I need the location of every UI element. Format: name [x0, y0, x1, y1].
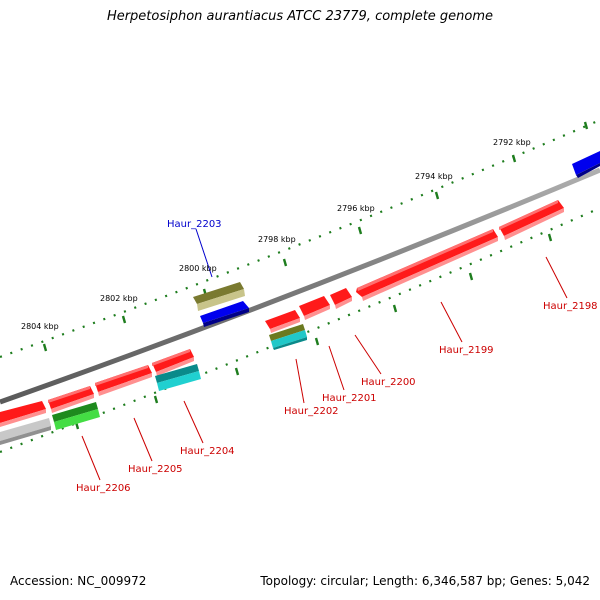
gene-haur-2205[interactable]	[95, 365, 152, 396]
genome-summary-text: Topology: circular; Length: 6,346,587 bp…	[260, 574, 590, 588]
gene-left-edge[interactable]	[0, 401, 46, 427]
feature-gray	[0, 418, 51, 445]
gene-haur-2198[interactable]	[499, 200, 564, 240]
scale-label-2792: 2792 kbp	[493, 138, 531, 147]
feature-green	[52, 402, 100, 430]
gene-haur-2204[interactable]	[152, 349, 194, 376]
gene-label-haur-2200: Haur_2200	[361, 377, 416, 388]
scale-labels: 2792 kbp 2794 kbp 2796 kbp 2798 kbp 2800…	[21, 138, 531, 331]
scale-label-2794: 2794 kbp	[415, 172, 453, 181]
feature-cyan	[155, 364, 201, 391]
gene-label-haur-2198: Haur_2198	[543, 301, 598, 312]
gene-label-haur-2206: Haur_2206	[76, 483, 131, 494]
scale-label-2804: 2804 kbp	[21, 322, 59, 331]
gene-label-haur-2203: Haur_2203	[167, 219, 222, 230]
inner-major-ticks	[74, 233, 553, 430]
gene-label-haur-2199: Haur_2199	[439, 345, 494, 356]
outer-major-ticks	[42, 121, 589, 352]
gene-haur-2199[interactable]	[356, 229, 498, 301]
blue-feature-top-right	[572, 151, 600, 178]
gene-label-haur-2201: Haur_2201	[322, 393, 377, 404]
callout-lines	[81, 228, 568, 481]
outer-tick-ring	[0, 118, 600, 359]
accession-text: Accession: NC_009972	[10, 574, 147, 588]
scale-label-2798: 2798 kbp	[258, 235, 296, 244]
scale-label-2800: 2800 kbp	[179, 264, 217, 273]
feature-cyan-small	[271, 330, 307, 350]
gene-haur-2200[interactable]	[330, 288, 352, 309]
gene-haur-2201[interactable]	[299, 296, 330, 320]
gene-haur-2202[interactable]	[265, 310, 300, 333]
gene-label-haur-2202: Haur_2202	[284, 406, 339, 417]
feature-haur-2203-olive[interactable]	[193, 282, 245, 311]
feature-olive-small	[269, 324, 305, 341]
genome-backbone	[0, 167, 600, 405]
gene-labels: Haur_2203 Haur_2198 Haur_2199 Haur_2200 …	[76, 219, 598, 494]
scale-label-2796: 2796 kbp	[337, 204, 375, 213]
gene-label-haur-2205: Haur_2205	[128, 464, 183, 475]
feature-haur-2203-blue[interactable]	[200, 301, 249, 327]
map-title: Herpetosiphon aurantiacus ATCC 23779, co…	[106, 9, 494, 24]
scale-label-2802: 2802 kbp	[100, 294, 138, 303]
gene-label-haur-2204: Haur_2204	[180, 446, 235, 457]
gene-haur-2206[interactable]	[48, 386, 94, 413]
